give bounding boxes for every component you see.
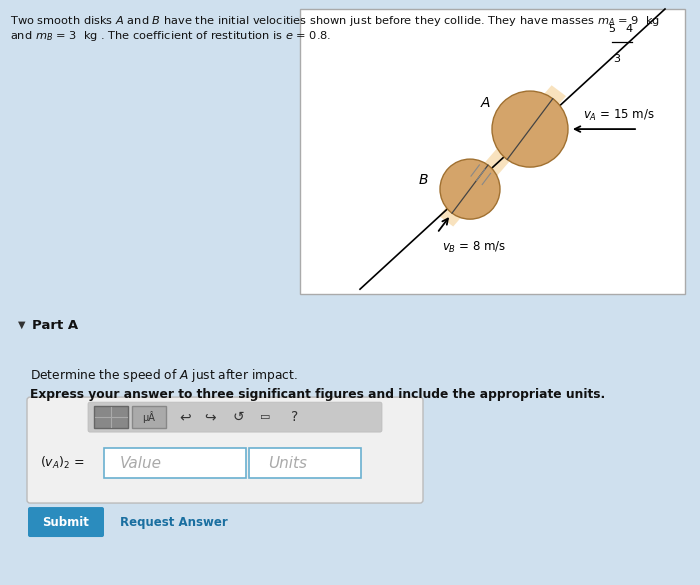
Text: $(v_A)_2$ =: $(v_A)_2$ =: [40, 455, 85, 471]
Polygon shape: [439, 85, 566, 226]
Text: ↩: ↩: [179, 410, 191, 424]
FancyBboxPatch shape: [104, 448, 246, 478]
Text: Two smooth disks $A$ and $B$ have the initial velocities shown just before they : Two smooth disks $A$ and $B$ have the in…: [10, 14, 660, 28]
Text: ▭: ▭: [260, 412, 270, 422]
Text: and $m_B$ = 3  kg . The coefficient of restitution is $e$ = 0.8.: and $m_B$ = 3 kg . The coefficient of re…: [10, 29, 331, 43]
Text: Determine the speed of $A$ just after impact.: Determine the speed of $A$ just after im…: [30, 367, 298, 384]
Text: ▼: ▼: [18, 320, 25, 330]
FancyBboxPatch shape: [88, 402, 382, 432]
FancyBboxPatch shape: [132, 406, 166, 428]
Text: 4: 4: [625, 24, 632, 34]
Circle shape: [492, 91, 568, 167]
FancyBboxPatch shape: [94, 406, 128, 428]
Text: $v_B$ = 8 m/s: $v_B$ = 8 m/s: [442, 240, 506, 255]
FancyBboxPatch shape: [28, 507, 104, 537]
Text: 5: 5: [608, 24, 615, 34]
Text: ↺: ↺: [232, 410, 244, 424]
Text: Request Answer: Request Answer: [120, 515, 228, 528]
Text: ↪: ↪: [204, 410, 216, 424]
FancyBboxPatch shape: [27, 397, 423, 503]
Circle shape: [440, 159, 500, 219]
FancyBboxPatch shape: [300, 9, 685, 294]
Text: μÂ: μÂ: [143, 411, 155, 423]
Text: Value: Value: [120, 456, 162, 470]
Text: Express your answer to three significant figures and include the appropriate uni: Express your answer to three significant…: [30, 388, 606, 401]
Text: $A$: $A$: [480, 96, 491, 110]
Text: Part A: Part A: [32, 319, 78, 332]
Text: ?: ?: [291, 410, 299, 424]
Text: 3: 3: [613, 54, 620, 64]
Text: $v_A$ = 15 m/s: $v_A$ = 15 m/s: [583, 108, 655, 123]
FancyBboxPatch shape: [249, 448, 361, 478]
Text: $B$: $B$: [418, 173, 428, 187]
Text: Submit: Submit: [43, 515, 90, 528]
Text: Units: Units: [268, 456, 307, 470]
